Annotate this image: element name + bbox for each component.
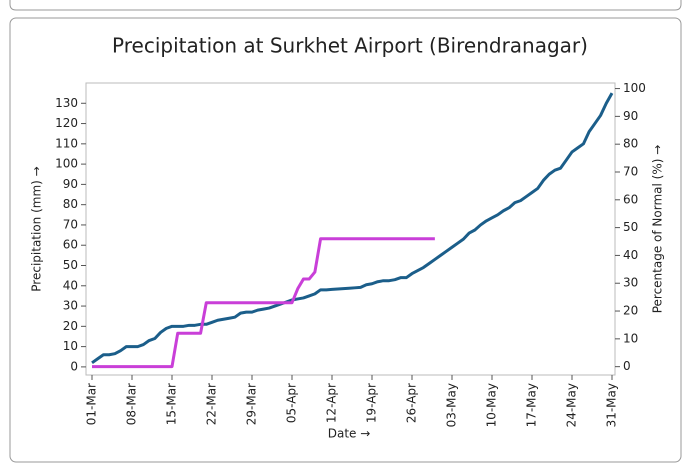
y2-tick-label: 10	[623, 331, 638, 345]
y-tick-label: 10	[63, 339, 78, 353]
y-tick-label: 120	[55, 116, 78, 130]
y2-tick-label: 60	[623, 192, 638, 206]
x-tick-label: 01-Mar	[85, 383, 99, 425]
plot-frame	[85, 82, 616, 376]
y-tick-label: 30	[63, 299, 78, 313]
x-tick-label: 17-May	[525, 383, 539, 427]
x-tick-label: 15-Mar	[165, 383, 179, 425]
y-tick-label: 70	[63, 217, 78, 231]
x-tick-label: 31-May	[605, 383, 619, 427]
chart-title: Precipitation at Surkhet Airport (Birend…	[112, 34, 588, 58]
y-tick-label: 60	[63, 238, 78, 252]
y2-tick-label: 40	[623, 248, 638, 262]
y2-tick-label: 20	[623, 304, 638, 318]
y2-tick-label: 30	[623, 276, 638, 290]
y-tick-label: 110	[55, 136, 78, 150]
y2-tick-label: 80	[623, 137, 638, 151]
x-tick-label: 03-May	[445, 383, 459, 427]
y-tick-label: 100	[55, 157, 78, 171]
data-line	[91, 92, 614, 365]
y-tick-label: 130	[55, 96, 78, 110]
prev-card-edge	[9, 0, 682, 11]
y-tick-label: 20	[63, 319, 78, 333]
x-tick-label: 26-Apr	[405, 383, 419, 423]
x-axis-label: Date →	[328, 427, 371, 441]
y2-axis-label: Percentage of Normal (%) →	[651, 145, 665, 314]
x-tick-label: 08-Mar	[125, 383, 139, 425]
y-tick-label: 80	[63, 197, 78, 211]
y2-tick-label: 0	[623, 359, 631, 373]
x-tick-label: 24-May	[565, 383, 579, 427]
data-line	[92, 237, 435, 369]
x-tick-label: 19-Apr	[365, 383, 379, 423]
x-tick-label: 29-Mar	[245, 383, 259, 425]
y-tick-label: 40	[63, 278, 78, 292]
y2-tick-label: 70	[623, 164, 638, 178]
y-tick-label: 0	[70, 359, 78, 373]
x-tick-label: 12-Apr	[325, 383, 339, 423]
y-axis-label: Precipitation (mm) →	[30, 166, 44, 291]
x-tick-label: 10-May	[485, 383, 499, 427]
y-tick-label: 90	[63, 177, 78, 191]
y2-tick-label: 100	[623, 81, 646, 95]
y2-tick-label: 50	[623, 220, 638, 234]
y-tick-label: 50	[63, 258, 78, 272]
x-tick-label: 05-Apr	[285, 383, 299, 423]
y2-tick-label: 90	[623, 109, 638, 123]
x-tick-label: 22-Mar	[205, 383, 219, 425]
